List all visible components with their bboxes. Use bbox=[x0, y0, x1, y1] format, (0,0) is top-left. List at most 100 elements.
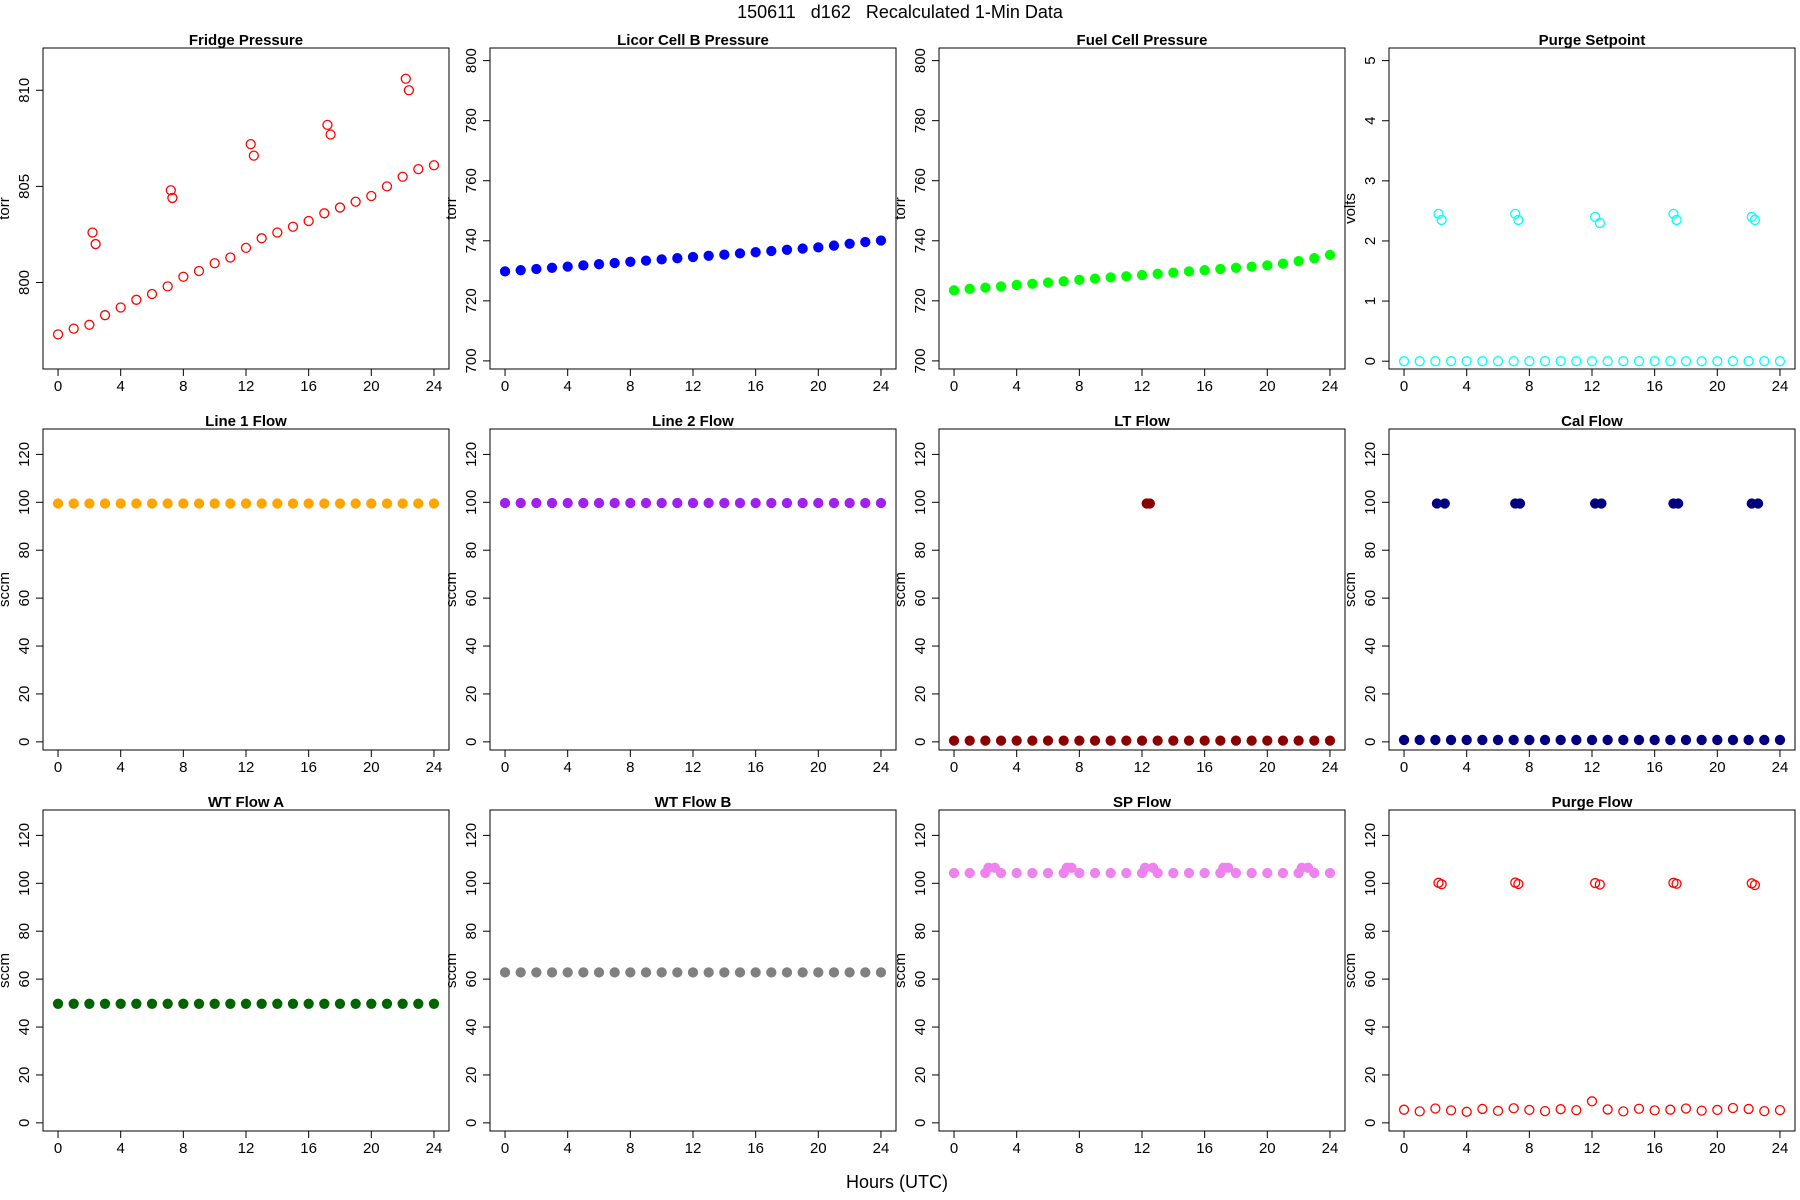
point bbox=[413, 163, 424, 175]
y-tick-label: 20 bbox=[1362, 1067, 1379, 1084]
point bbox=[1398, 1104, 1410, 1115]
point bbox=[813, 497, 824, 509]
point bbox=[225, 998, 236, 1009]
y-tick-label: 0 bbox=[912, 738, 929, 746]
point bbox=[1230, 735, 1242, 746]
y-tick-label: 760 bbox=[912, 168, 929, 193]
point bbox=[68, 323, 79, 334]
panel-title: Fridge Pressure bbox=[189, 32, 303, 49]
point bbox=[1743, 734, 1754, 746]
point bbox=[256, 498, 267, 509]
x-tick-label: 12 bbox=[238, 1140, 255, 1157]
x-tick-label: 8 bbox=[1075, 1140, 1083, 1157]
y-tick-label: 80 bbox=[912, 542, 929, 559]
y-tick-label: 120 bbox=[912, 823, 929, 848]
x-tick-label: 0 bbox=[950, 1140, 958, 1157]
point bbox=[1011, 867, 1022, 879]
y-tick-label: 40 bbox=[912, 1019, 929, 1036]
point bbox=[562, 497, 573, 509]
x-tick-label: 20 bbox=[1709, 1140, 1726, 1157]
y-tick-label: 80 bbox=[1362, 923, 1379, 940]
point bbox=[1199, 867, 1210, 879]
point bbox=[1633, 1103, 1645, 1114]
x-tick-label: 8 bbox=[1525, 378, 1533, 395]
x-tick-label: 24 bbox=[873, 378, 890, 395]
x-tick-label: 4 bbox=[564, 759, 572, 776]
panel-title: Line 1 Flow bbox=[205, 413, 287, 430]
x-tick-label: 20 bbox=[1259, 378, 1276, 395]
point bbox=[1246, 261, 1257, 272]
point bbox=[672, 967, 683, 978]
point bbox=[1649, 356, 1660, 367]
point bbox=[428, 498, 440, 509]
x-tick-label: 16 bbox=[1646, 1140, 1663, 1157]
point bbox=[1445, 356, 1457, 367]
point bbox=[860, 497, 871, 509]
x-tick-label: 24 bbox=[1322, 378, 1339, 395]
plot-frame bbox=[42, 809, 450, 1132]
point bbox=[400, 73, 411, 84]
x-tick-label: 24 bbox=[873, 759, 890, 776]
x-tick-label: 8 bbox=[626, 378, 634, 395]
point bbox=[1743, 1103, 1754, 1115]
point bbox=[240, 242, 252, 254]
point bbox=[84, 498, 95, 509]
point bbox=[165, 185, 176, 196]
point bbox=[766, 967, 777, 978]
point bbox=[875, 967, 887, 978]
y-tick-label: 780 bbox=[463, 108, 480, 133]
point bbox=[225, 252, 236, 263]
x-tick-label: 8 bbox=[179, 759, 187, 776]
point bbox=[813, 242, 824, 253]
point bbox=[687, 497, 699, 509]
plot-frame bbox=[938, 428, 1346, 751]
point bbox=[1492, 1105, 1504, 1117]
y-tick-label: 760 bbox=[463, 168, 480, 193]
point bbox=[1027, 278, 1038, 289]
point bbox=[1477, 356, 1488, 367]
x-tick-label: 20 bbox=[1259, 759, 1276, 776]
point bbox=[1665, 356, 1676, 367]
point bbox=[1152, 735, 1163, 746]
point bbox=[1042, 867, 1054, 879]
x-tick-label: 12 bbox=[1134, 378, 1151, 395]
y-axis-label: torr bbox=[0, 197, 13, 220]
x-tick-label: 24 bbox=[873, 1140, 890, 1157]
point bbox=[1066, 862, 1077, 873]
point bbox=[531, 497, 542, 509]
point bbox=[193, 998, 205, 1009]
point bbox=[146, 288, 158, 300]
point bbox=[1555, 734, 1566, 746]
y-tick-label: 100 bbox=[463, 490, 480, 515]
x-tick-label: 24 bbox=[1772, 1140, 1789, 1157]
point bbox=[131, 498, 142, 509]
x-tick-label: 8 bbox=[179, 1140, 187, 1157]
plot-frame bbox=[42, 428, 450, 751]
x-tick-label: 0 bbox=[54, 378, 62, 395]
point bbox=[1508, 734, 1519, 746]
y-tick-label: 720 bbox=[912, 288, 929, 313]
point bbox=[1513, 878, 1524, 890]
point bbox=[1774, 734, 1786, 746]
x-tick-label: 4 bbox=[1463, 1140, 1471, 1157]
point bbox=[546, 967, 558, 978]
y-tick-label: 805 bbox=[16, 174, 33, 199]
point bbox=[1136, 735, 1148, 746]
point bbox=[1680, 734, 1692, 746]
x-tick-label: 24 bbox=[1322, 759, 1339, 776]
point bbox=[1293, 735, 1304, 746]
y-tick-label: 0 bbox=[16, 1119, 33, 1127]
point bbox=[99, 998, 111, 1009]
x-tick-label: 16 bbox=[747, 759, 764, 776]
point bbox=[1199, 265, 1210, 276]
point bbox=[131, 294, 142, 305]
panel-title: WT Flow B bbox=[655, 794, 732, 811]
y-tick-label: 40 bbox=[1362, 638, 1379, 655]
point bbox=[178, 498, 189, 509]
point bbox=[397, 998, 408, 1009]
y-tick-label: 60 bbox=[16, 971, 33, 988]
point bbox=[562, 261, 573, 272]
point bbox=[319, 998, 330, 1009]
y-tick-label: 0 bbox=[463, 738, 480, 746]
point bbox=[1293, 256, 1304, 267]
